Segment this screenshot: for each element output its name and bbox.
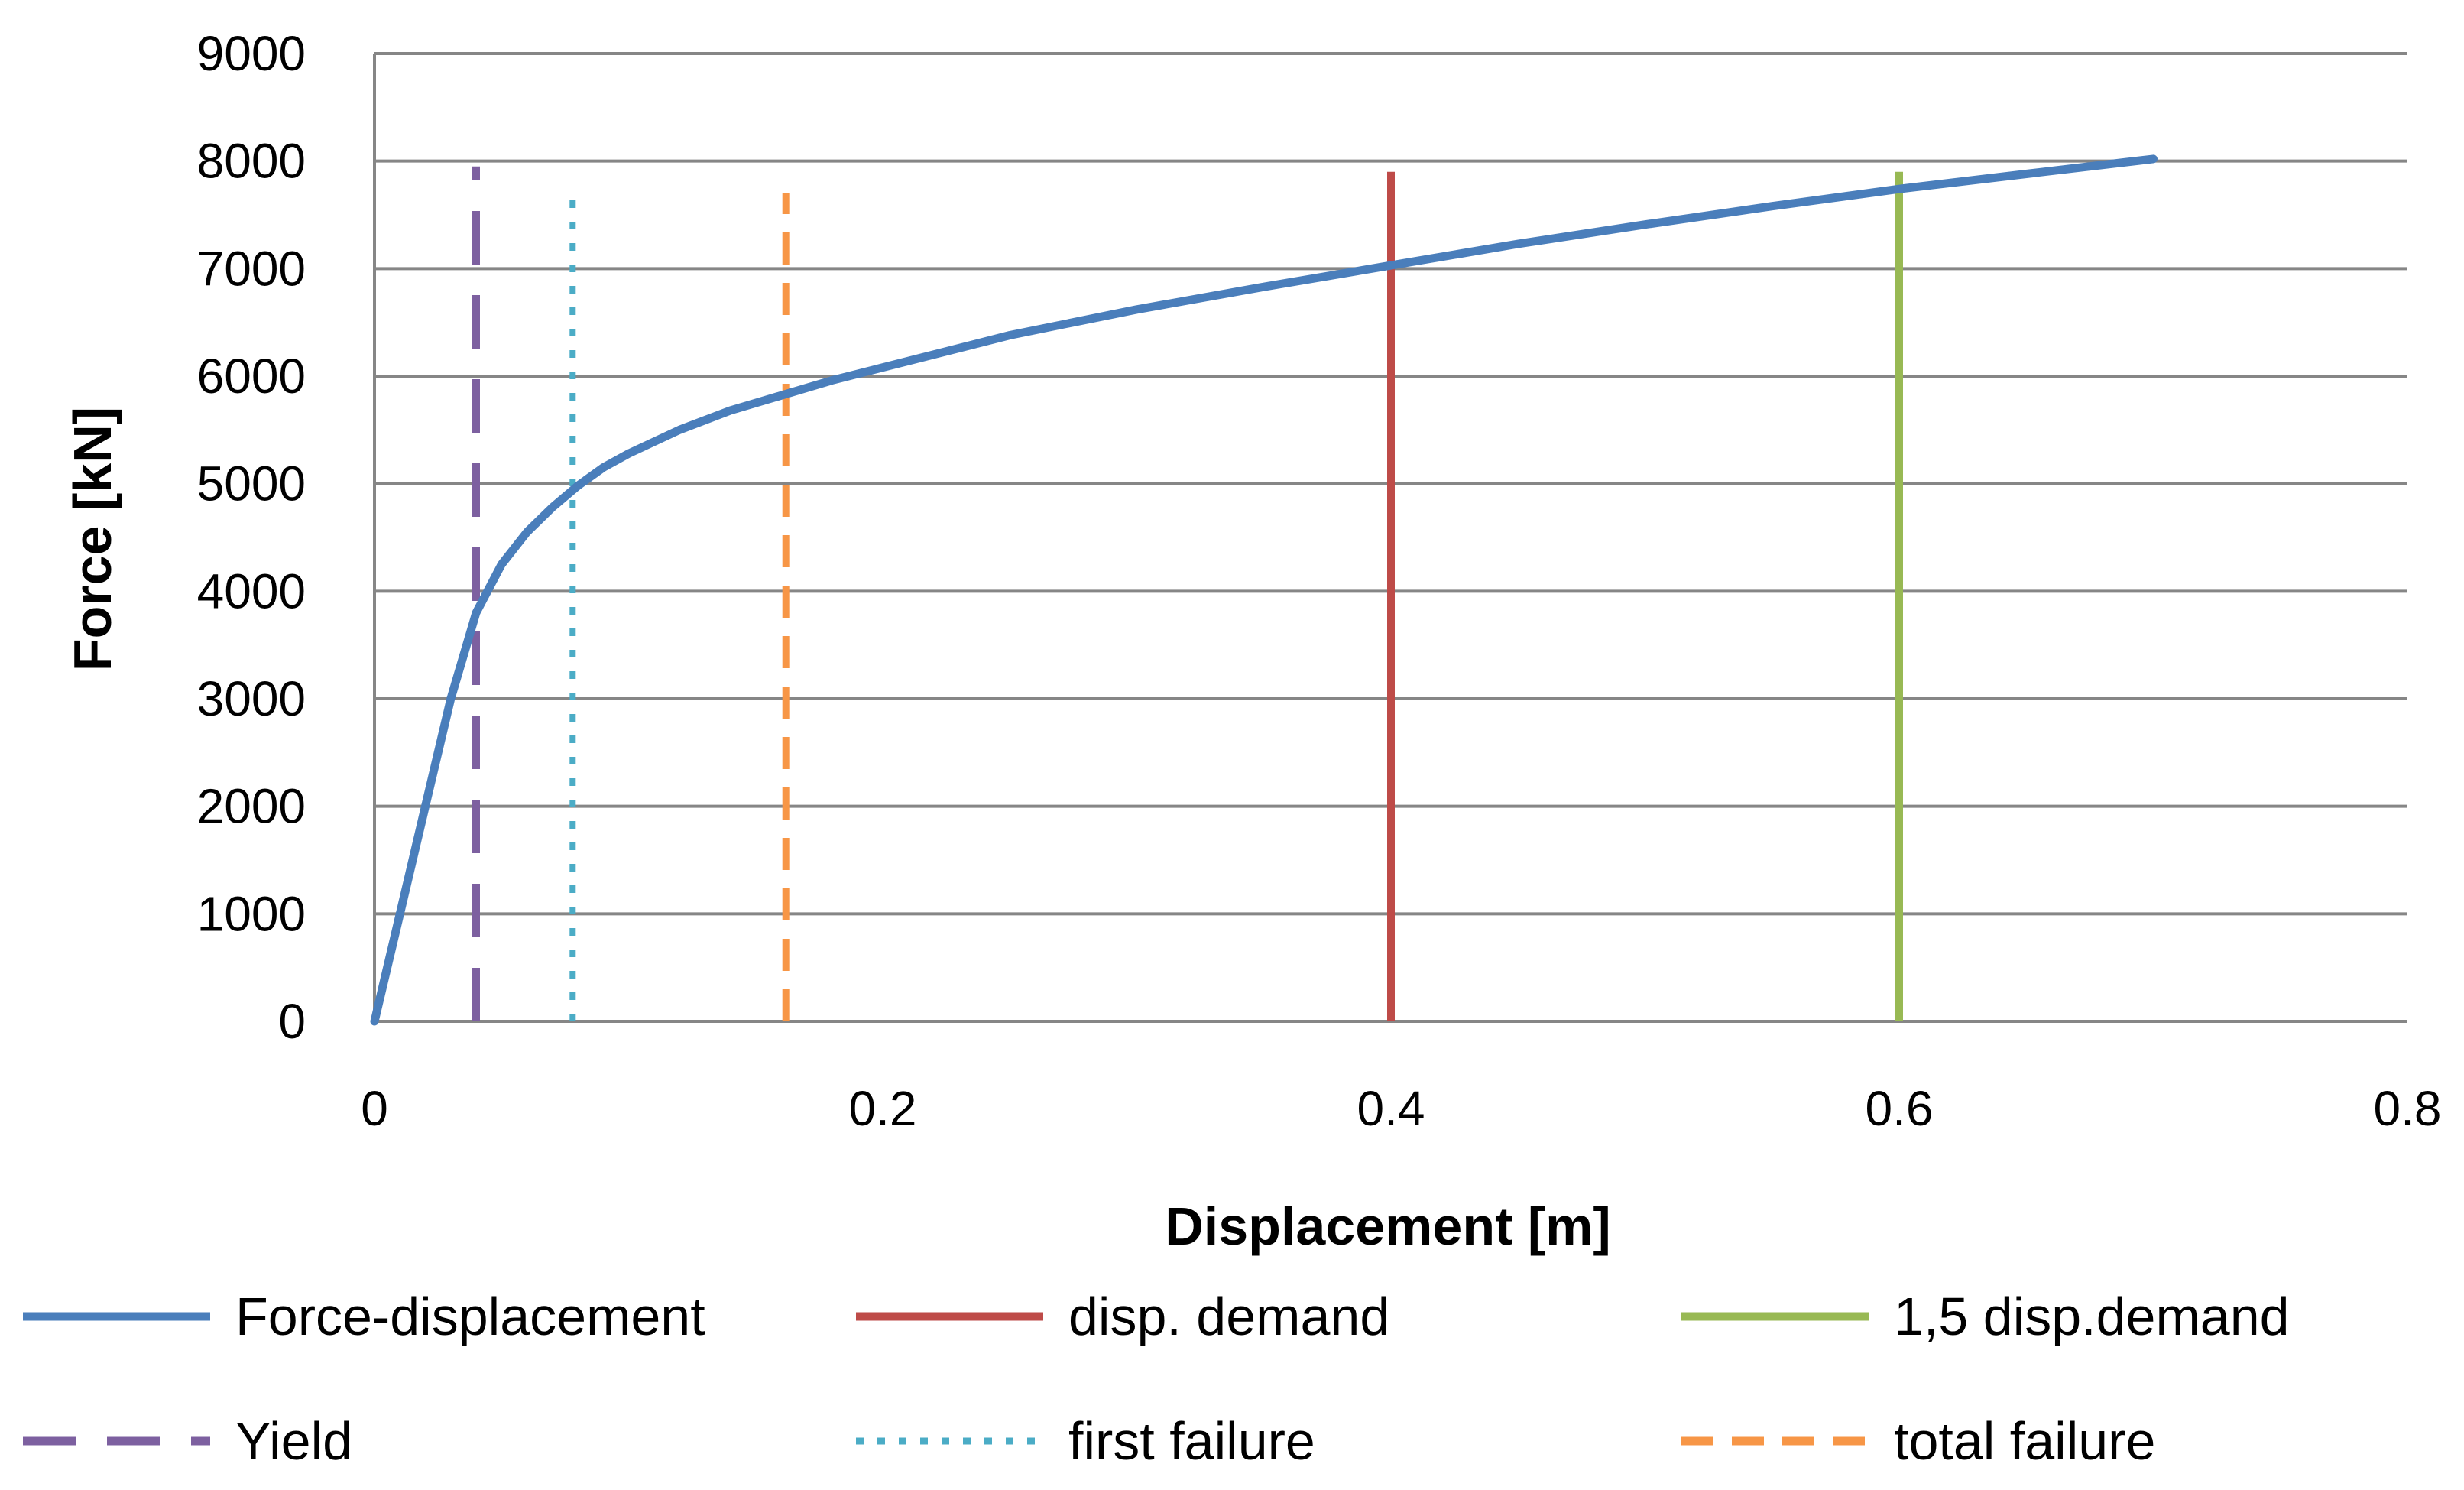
y-tick-label: 0 — [278, 994, 306, 1049]
y-axis-label: Force [kN] — [63, 407, 122, 671]
y-tick-labels: 0 1000 2000 3000 4000 5000 6000 7000 8000 9000 — [197, 26, 306, 1049]
y-tick-label: 4000 — [197, 563, 306, 618]
y-tick-label: 5000 — [197, 456, 306, 511]
legend-item: Yield — [23, 1411, 352, 1471]
legend-label: Yield — [235, 1411, 352, 1471]
legend-item: total failure — [1681, 1411, 2155, 1471]
legend-label: disp. demand — [1068, 1287, 1389, 1346]
y-tick-label: 8000 — [197, 134, 306, 189]
legend-item: first failure — [856, 1411, 1315, 1471]
series-lines — [370, 154, 2158, 1026]
legend: Force-displacement disp. demand 1,5 disp.d… — [23, 1287, 2290, 1471]
legend-item: disp. demand — [856, 1287, 1389, 1346]
x-tick-label: 0.8 — [2374, 1081, 2442, 1136]
x-tick-label: 0 — [361, 1081, 388, 1136]
legend-item: 1,5 disp.demand — [1681, 1287, 2290, 1346]
y-tick-label: 2000 — [197, 779, 306, 834]
y-tick-label: 9000 — [197, 26, 306, 81]
series-force-displacement — [370, 154, 2158, 1026]
x-tick-labels: 0 0.2 0.4 0.6 0.8 — [361, 1081, 2441, 1136]
x-tick-label: 0.4 — [1357, 1081, 1425, 1136]
x-tick-label: 0.2 — [849, 1081, 917, 1136]
legend-label: 1,5 disp.demand — [1894, 1287, 2290, 1346]
legend-label: first failure — [1068, 1411, 1315, 1471]
y-tick-label: 6000 — [197, 349, 306, 404]
x-axis-label: Displacement [m] — [1165, 1196, 1610, 1256]
legend-label: Force-displacement — [235, 1287, 705, 1346]
y-tick-label: 7000 — [197, 241, 306, 296]
legend-item: Force-displacement — [23, 1287, 705, 1346]
x-tick-label: 0.6 — [1866, 1081, 1934, 1136]
legend-label: total failure — [1894, 1411, 2155, 1471]
y-tick-label: 3000 — [197, 671, 306, 726]
y-tick-label: 1000 — [197, 886, 306, 941]
